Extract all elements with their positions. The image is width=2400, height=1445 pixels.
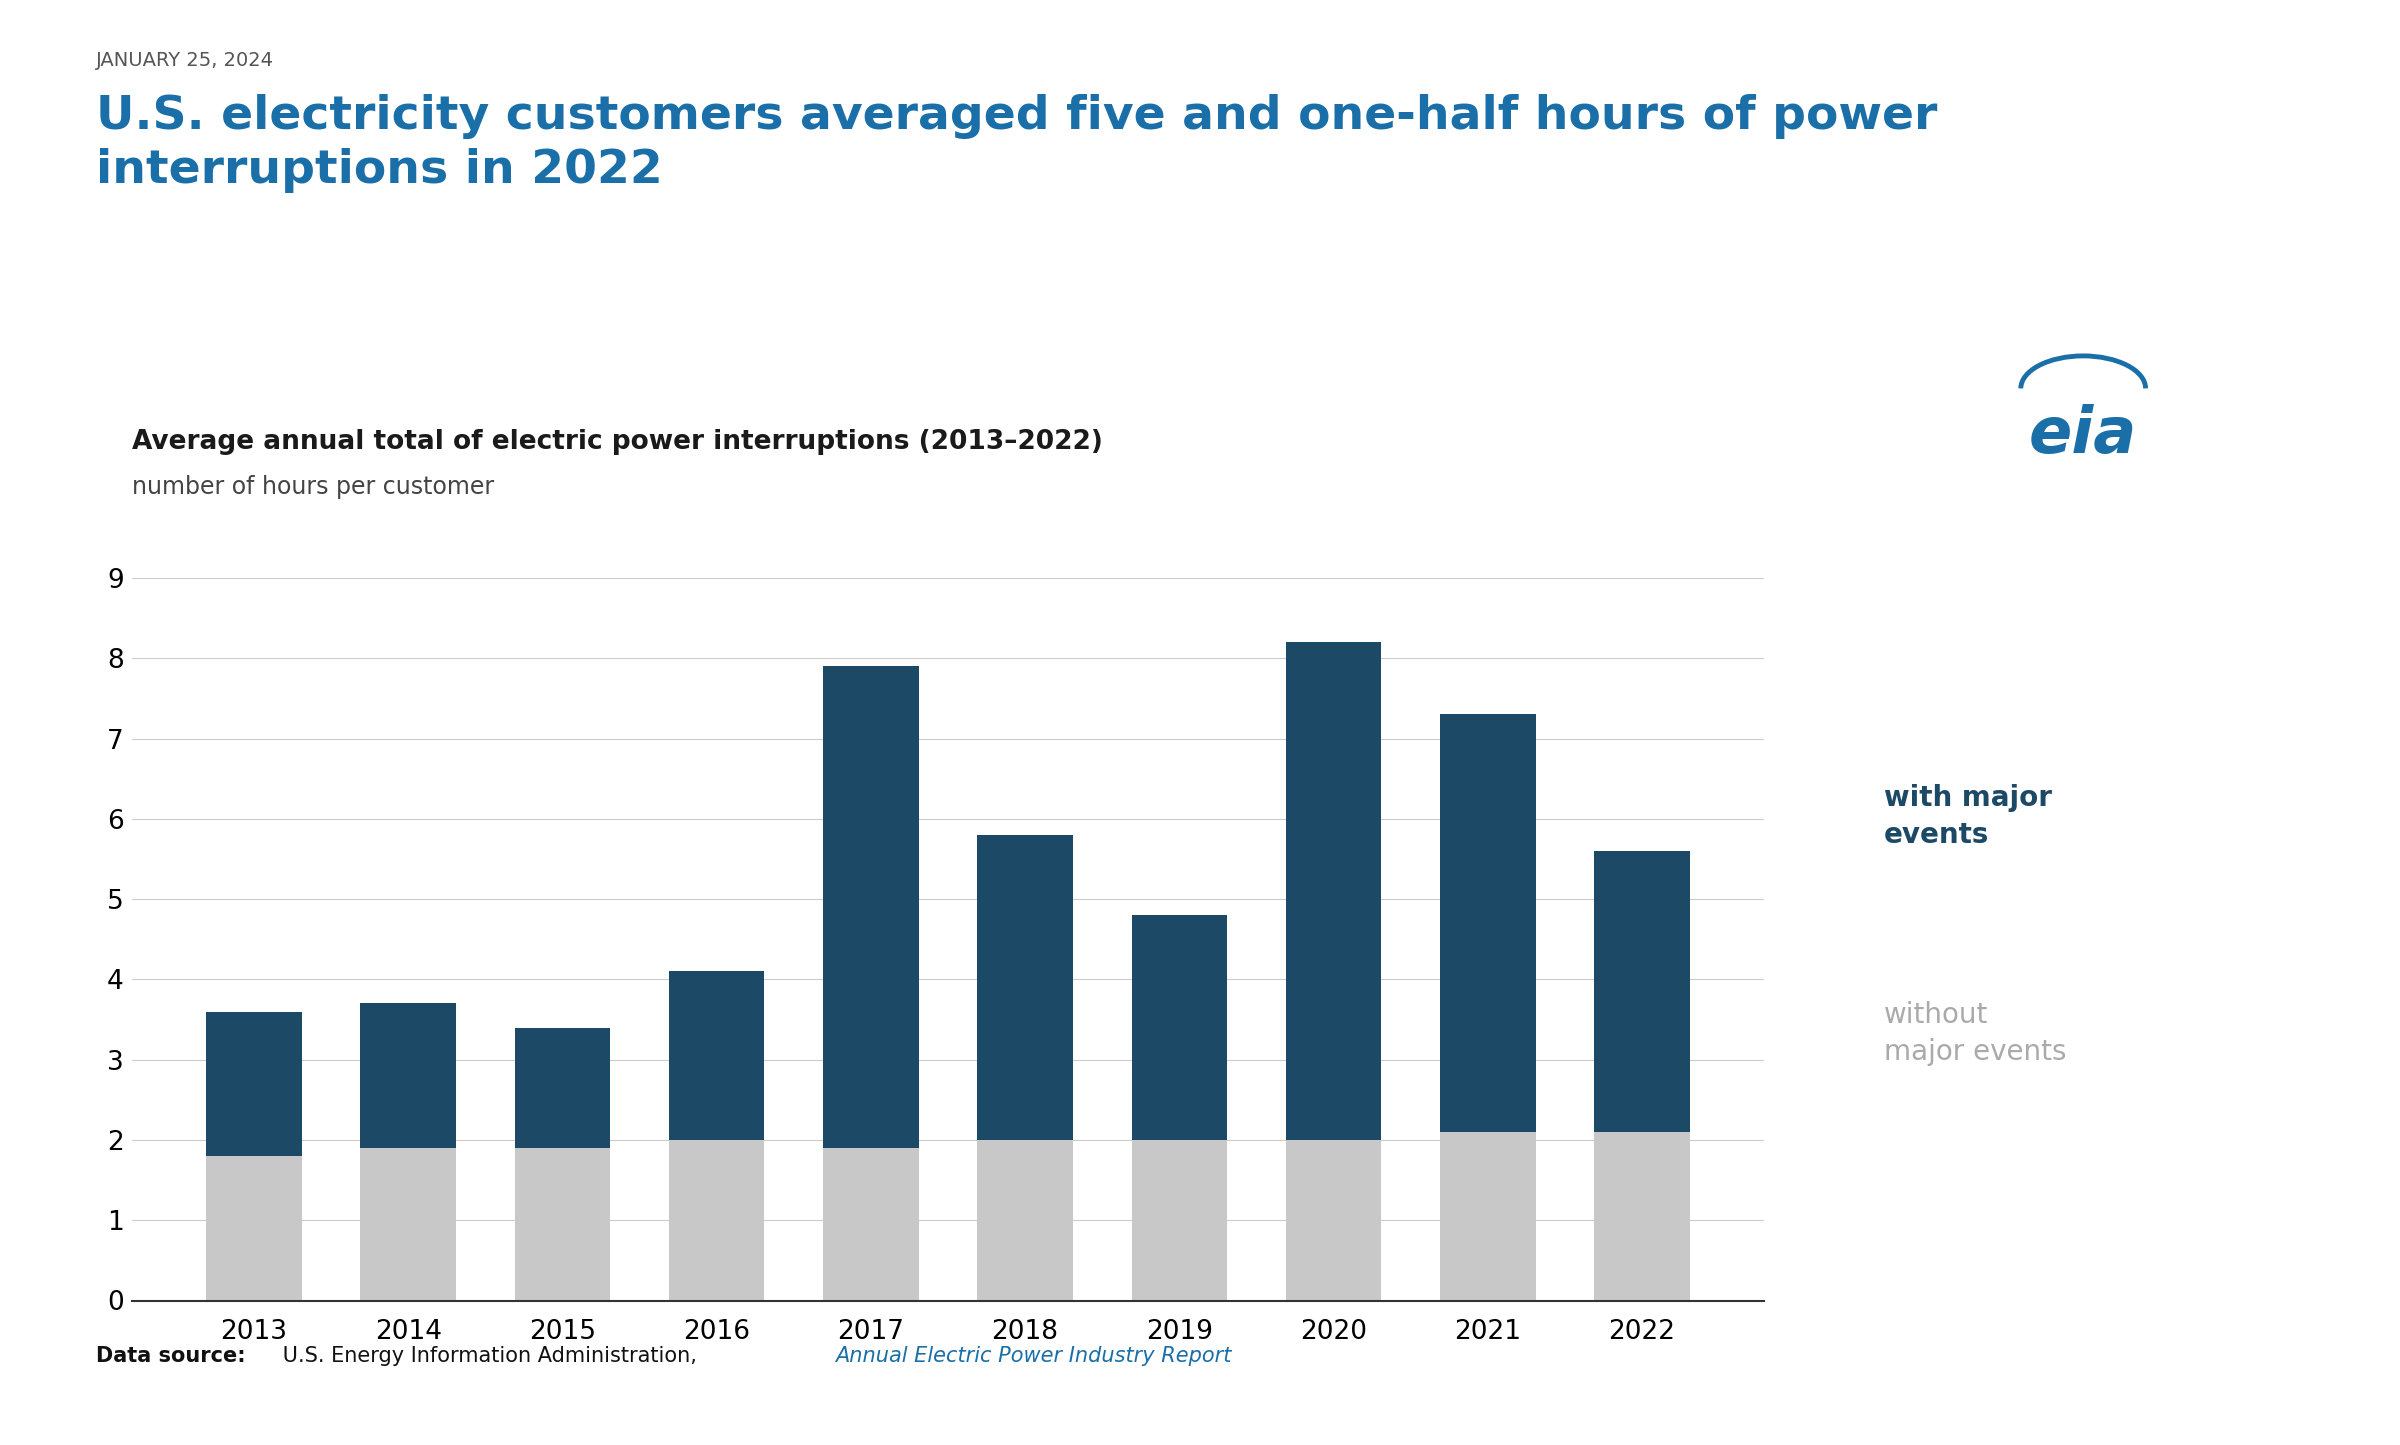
- Text: JANUARY 25, 2024: JANUARY 25, 2024: [96, 51, 274, 69]
- Text: Average annual total of electric power interruptions (2013–2022): Average annual total of electric power i…: [132, 429, 1104, 455]
- Bar: [977, 1140, 1073, 1300]
- Bar: [206, 1011, 302, 1156]
- Bar: [360, 1147, 456, 1301]
- Bar: [1130, 1140, 1226, 1300]
- Text: with major
events: with major events: [1884, 785, 2052, 848]
- Text: eia: eia: [2028, 405, 2138, 467]
- Bar: [1594, 1131, 1690, 1300]
- Bar: [1440, 714, 1536, 1131]
- Text: Data source:: Data source:: [96, 1345, 245, 1366]
- Bar: [1286, 1140, 1382, 1300]
- Bar: [1130, 915, 1226, 1140]
- Bar: [206, 1156, 302, 1300]
- Text: number of hours per customer: number of hours per customer: [132, 474, 494, 499]
- Text: U.S. Energy Information Administration,: U.S. Energy Information Administration,: [276, 1345, 703, 1366]
- Bar: [1440, 1131, 1536, 1300]
- Text: without
major events: without major events: [1884, 1001, 2066, 1065]
- Bar: [670, 1140, 766, 1300]
- Bar: [360, 1003, 456, 1147]
- Bar: [1286, 642, 1382, 1140]
- Bar: [514, 1147, 610, 1301]
- Bar: [977, 835, 1073, 1140]
- Text: U.S. electricity customers averaged five and one-half hours of power
interruptio: U.S. electricity customers averaged five…: [96, 94, 1937, 192]
- Bar: [823, 1147, 919, 1301]
- Bar: [514, 1027, 610, 1147]
- Bar: [670, 971, 766, 1140]
- Text: Annual Electric Power Industry Report: Annual Electric Power Industry Report: [835, 1345, 1231, 1366]
- Bar: [823, 666, 919, 1147]
- Bar: [1594, 851, 1690, 1131]
